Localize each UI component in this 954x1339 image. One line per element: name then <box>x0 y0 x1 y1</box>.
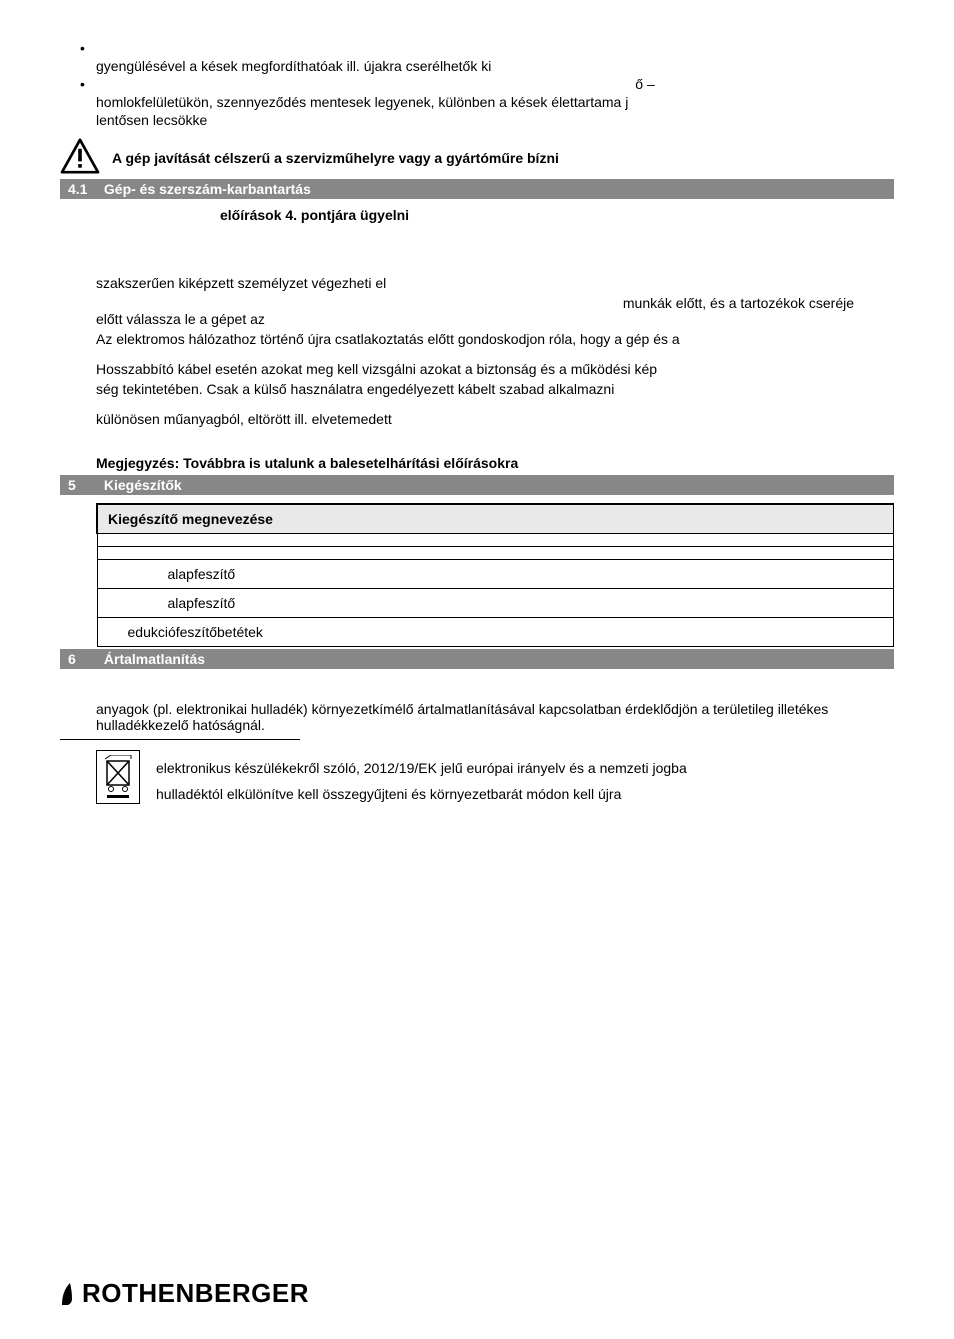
divider <box>60 739 300 740</box>
table-cell <box>495 547 893 560</box>
weee-text-line: hulladéktól elkülönítve kell összegyűjte… <box>156 786 894 802</box>
body-text: szakszerűen kiképzett személyzet végezhe… <box>96 275 894 291</box>
body-text: ség tekintetében. Csak a külső használat… <box>96 381 894 397</box>
note-text: Megjegyzés: Továbbra is utalunk a balese… <box>96 455 894 471</box>
weee-text-line: elektronikus készülékekről szóló, 2012/1… <box>156 760 894 776</box>
table-cell <box>495 534 893 547</box>
table-cell <box>97 547 495 560</box>
bullet-continuation: gyengülésével a kések megfordíthatóak il… <box>96 58 894 74</box>
accessories-table: Kiegészítő megnevezése alapfeszítő alapf… <box>96 503 894 647</box>
table-cell <box>495 618 893 647</box>
section-bar-41: 4.1 Gép- és szerszám-karbantartás <box>60 179 894 199</box>
section-number: 4.1 <box>68 181 100 197</box>
table-cell: edukciófeszítőbetétek <box>97 618 495 647</box>
body-text: különösen műanyagból, eltörött ill. elve… <box>96 411 894 427</box>
body-text: előírások 4. pontjára ügyelni <box>220 207 894 223</box>
warning-block: A gép javítását célszerű a szervizműhely… <box>60 138 894 177</box>
warning-icon <box>60 138 100 177</box>
footer-brand: ROTHENBERGER <box>82 1278 309 1309</box>
body-text: előtt válassza le a gépet az <box>96 311 894 327</box>
section-title: Ártalmatlanítás <box>104 651 205 667</box>
table-header: Kiegészítő megnevezése <box>97 504 495 534</box>
table-header-empty <box>495 504 893 534</box>
bullet-continuation: homlokfelületükön, szennyeződés mentesek… <box>96 94 894 110</box>
section-title: Gép- és szerszám-karbantartás <box>104 181 311 197</box>
section-bar-6: 6 Ártalmatlanítás <box>60 649 894 669</box>
body-text: Hosszabbító kábel esetén azokat meg kell… <box>96 361 894 377</box>
footer-logo: ROTHENBERGER <box>60 1278 309 1309</box>
bullet-fragment: ő – <box>96 76 894 92</box>
table-cell <box>495 589 893 618</box>
bullet-dot: • <box>80 40 96 56</box>
body-text: munkák előtt, és a tartozékok cseréje <box>96 295 894 311</box>
warning-text: A gép javítását célszerű a szervizműhely… <box>112 150 559 166</box>
weee-icon <box>96 750 140 804</box>
section-bar-5: 5 Kiegészítők <box>60 475 894 495</box>
bullet-dot: • <box>80 76 96 92</box>
section-title: Kiegészítők <box>104 477 182 493</box>
table-cell <box>495 560 893 589</box>
table-cell: alapfeszítő <box>97 589 495 618</box>
table-cell: alapfeszítő <box>97 560 495 589</box>
section-number: 5 <box>68 477 100 493</box>
bullet-continuation: lentősen lecsökke <box>96 112 894 128</box>
section-number: 6 <box>68 651 100 667</box>
disposal-text: anyagok (pl. elektronikai hulladék) körn… <box>96 701 894 733</box>
body-text: Az elektromos hálózathoz történő újra cs… <box>96 331 894 347</box>
table-cell <box>97 534 495 547</box>
